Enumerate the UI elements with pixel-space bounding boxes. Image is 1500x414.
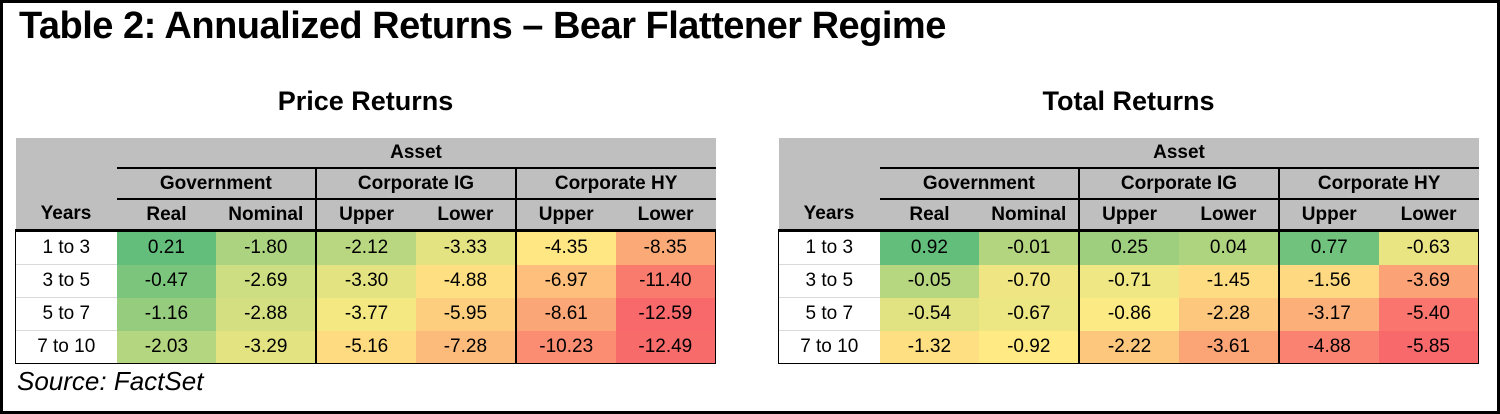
column-header-cell: Nominal [979, 199, 1080, 232]
value-cell: -11.40 [615, 264, 716, 298]
column-header-cell: Lower [415, 199, 516, 232]
years-cell: 5 to 7 [15, 297, 117, 331]
years-header-cell: Years [778, 199, 880, 232]
column-header-cell: Upper [514, 199, 616, 232]
value-cell: -6.97 [514, 264, 616, 298]
group-header-cell: Corporate HY [1277, 168, 1479, 200]
value-cell: -3.69 [1378, 264, 1479, 298]
value-cell: -2.28 [1178, 297, 1279, 331]
value-cell: 0.92 [879, 230, 980, 265]
value-cell: -0.54 [879, 297, 980, 331]
years-header-cell: Years [15, 199, 117, 232]
value-cell: -12.49 [615, 330, 716, 364]
value-cell: -0.47 [116, 264, 217, 298]
value-cell: -1.56 [1277, 264, 1379, 298]
header-spacer [15, 138, 117, 199]
table-row: 7 to 10 -2.03 -3.29 -5.16 -7.28 -10.23 -12.49 [15, 330, 716, 364]
value-cell: -3.17 [1277, 297, 1379, 331]
years-cell: 1 to 3 [778, 230, 880, 265]
value-cell: -3.61 [1178, 330, 1279, 364]
value-cell: -1.32 [879, 330, 980, 364]
years-cell: 3 to 5 [15, 264, 117, 298]
value-cell: -5.16 [315, 330, 416, 364]
price-returns-table: Asset Government Corporate IG Corporate HY Y… [15, 138, 716, 364]
value-cell: -1.80 [216, 230, 317, 265]
value-cell: -1.16 [116, 297, 217, 331]
value-cell: -1.45 [1178, 264, 1279, 298]
value-cell: -3.77 [315, 297, 416, 331]
years-cell: 7 to 10 [15, 330, 117, 364]
years-cell: 5 to 7 [778, 297, 880, 331]
column-header-cell: Real [116, 199, 217, 232]
table-row: 3 to 5 -0.47 -2.69 -3.30 -4.88 -6.97 -11.40 [15, 264, 716, 298]
years-cell: 1 to 3 [15, 230, 117, 265]
value-cell: -2.03 [116, 330, 217, 364]
value-cell: -2.69 [216, 264, 317, 298]
value-cell: 0.77 [1277, 230, 1379, 265]
value-cell: -7.28 [415, 330, 516, 364]
value-cell: -4.88 [1277, 330, 1379, 364]
value-cell: -12.59 [615, 297, 716, 331]
table-row: 1 to 3 0.21 -1.80 -2.12 -3.33 -4.35 -8.35 [15, 230, 716, 265]
total-returns-heading: Total Returns [1042, 86, 1215, 116]
value-cell: -5.95 [415, 297, 516, 331]
asset-header-cell: Asset [116, 138, 716, 169]
group-header-cell: Corporate HY [514, 168, 716, 200]
column-header-cell: Lower [615, 199, 716, 232]
group-header-cell: Corporate IG [315, 168, 516, 200]
asset-header-cell: Asset [879, 138, 1479, 169]
value-cell: -0.05 [879, 264, 980, 298]
value-cell: -0.92 [979, 330, 1080, 364]
value-cell: -3.29 [216, 330, 317, 364]
column-header-cell: Upper [315, 199, 416, 232]
years-cell: 7 to 10 [778, 330, 880, 364]
years-cell: 3 to 5 [778, 264, 880, 298]
value-cell: -8.61 [514, 297, 616, 331]
figure-title: Table 2: Annualized Returns – Bear Flatt… [19, 5, 946, 47]
value-cell: -2.12 [315, 230, 416, 265]
value-cell: 0.04 [1178, 230, 1279, 265]
value-cell: -3.30 [315, 264, 416, 298]
value-cell: -0.67 [979, 297, 1080, 331]
value-cell: 0.25 [1078, 230, 1179, 265]
group-header-cell: Corporate IG [1078, 168, 1279, 200]
column-header-cell: Nominal [216, 199, 317, 232]
column-header-cell: Upper [1078, 199, 1179, 232]
value-cell: -2.88 [216, 297, 317, 331]
table-row: 7 to 10 -1.32 -0.92 -2.22 -3.61 -4.88 -5.85 [778, 330, 1479, 364]
table-row: 1 to 3 0.92 -0.01 0.25 0.04 0.77 -0.63 [778, 230, 1479, 265]
total-returns-table: Asset Government Corporate IG Corporate HY Y… [778, 138, 1479, 364]
value-cell: -10.23 [514, 330, 616, 364]
value-cell: -4.88 [415, 264, 516, 298]
source-note: Source: FactSet [17, 366, 204, 396]
value-cell: -8.35 [615, 230, 716, 265]
value-cell: -4.35 [514, 230, 616, 265]
column-header-cell: Lower [1378, 199, 1479, 232]
value-cell: -0.63 [1378, 230, 1479, 265]
value-cell: -2.22 [1078, 330, 1179, 364]
value-cell: -0.71 [1078, 264, 1179, 298]
value-cell: -3.33 [415, 230, 516, 265]
price-returns-heading: Price Returns [277, 86, 454, 116]
group-header-cell: Government [879, 168, 1080, 200]
table-row: 5 to 7 -0.54 -0.67 -0.86 -2.28 -3.17 -5.40 [778, 297, 1479, 331]
group-header-cell: Government [116, 168, 317, 200]
value-cell: 0.21 [116, 230, 217, 265]
value-cell: -0.70 [979, 264, 1080, 298]
column-header-cell: Upper [1277, 199, 1379, 232]
value-cell: -0.01 [979, 230, 1080, 265]
value-cell: -5.40 [1378, 297, 1479, 331]
column-header-cell: Lower [1178, 199, 1279, 232]
column-header-cell: Real [879, 199, 980, 232]
value-cell: -5.85 [1378, 330, 1479, 364]
value-cell: -0.86 [1078, 297, 1179, 331]
table-row: 5 to 7 -1.16 -2.88 -3.77 -5.95 -8.61 -12.59 [15, 297, 716, 331]
header-spacer [778, 138, 880, 199]
table-row: 3 to 5 -0.05 -0.70 -0.71 -1.45 -1.56 -3.69 [778, 264, 1479, 298]
